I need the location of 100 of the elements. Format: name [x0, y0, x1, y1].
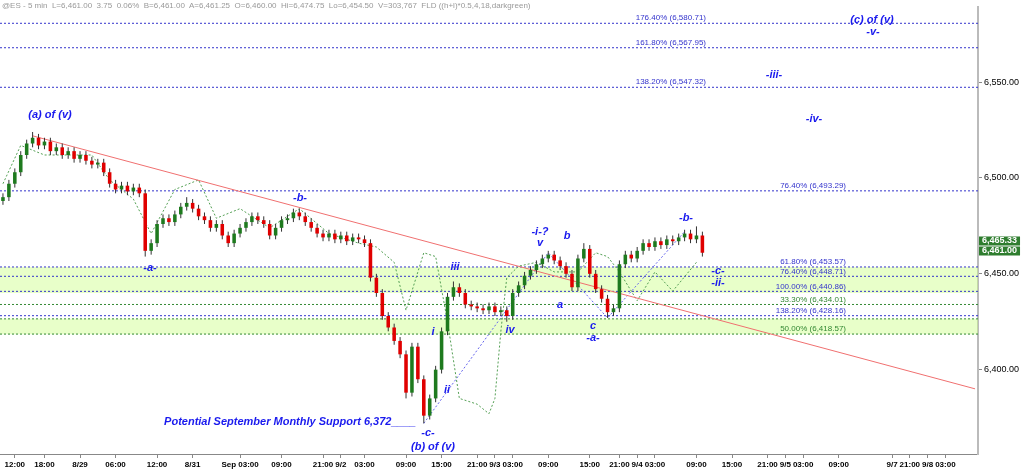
annotation: ii: [443, 383, 451, 396]
annotation: c: [589, 319, 597, 332]
x-tick-label: 09:00: [395, 460, 417, 469]
candlestick: [647, 238, 651, 252]
candlestick: [392, 323, 396, 346]
chart-subtitle: @ES - 5 min L=6,461.00 3.75 0.06% B=6,461.00 A=6,461.25 O=6,460.00 Hi=6,474.75 Lo=6,454.50 V=303,767 FLD ((h+l)*0.5,4,18,darkgreen): [2, 1, 531, 11]
annotation: -i-?: [531, 225, 549, 238]
x-tick-label: 9/8: [922, 460, 934, 469]
x-tick-label: 03:00: [644, 460, 666, 469]
x-tick-label: 03:00: [935, 460, 957, 469]
ref-line-label: 33.30% (6,434.01): [780, 294, 847, 304]
x-tick-label: 9/2: [335, 460, 347, 469]
annotation: -b-: [292, 191, 308, 204]
candlestick: [481, 303, 485, 315]
candlestick: [570, 269, 574, 292]
candlestick: [155, 219, 159, 248]
ref-line-label: 61.80% (6,453.57): [780, 257, 847, 267]
candlestick: [232, 229, 236, 248]
candlestick: [244, 217, 248, 233]
annotation: -b-: [678, 211, 694, 224]
ref-line-label: 76.40% (6,448.71): [780, 266, 847, 276]
x-tick-label: 21:00: [609, 460, 631, 469]
candlestick: [487, 302, 491, 315]
x-tick-label: 18:00: [34, 460, 56, 469]
candlestick: [238, 223, 242, 238]
y-tick-label: 6,550.00: [984, 76, 1020, 87]
annotation: -iv-: [805, 112, 823, 125]
annotation: -iii-: [765, 68, 783, 81]
candlestick: [582, 242, 586, 263]
candlestick: [90, 156, 94, 169]
annotation: b: [563, 229, 571, 242]
x-tick-label: 8/29: [72, 460, 89, 469]
candlestick: [398, 336, 402, 359]
annotation: -a-: [143, 261, 158, 274]
candlestick: [386, 311, 391, 332]
candlestick: [1, 192, 5, 206]
candlestick: [78, 150, 82, 164]
annotation: -c-: [711, 264, 726, 277]
annotation: -a-: [586, 331, 601, 344]
candlestick: [220, 219, 225, 240]
x-tick-label: 03:00: [354, 460, 376, 469]
x-tick-label: 09:00: [686, 460, 708, 469]
candlestick: [475, 302, 479, 313]
x-tick-label: 21:00: [899, 460, 921, 469]
candlestick: [18, 150, 23, 177]
candlestick: [84, 150, 88, 166]
line-series: [2, 144, 697, 415]
candlestick: [493, 302, 497, 317]
annotation: (a) of (v): [28, 108, 73, 121]
ref-line-label: 138.20% (6,428.16): [775, 305, 847, 315]
text: 6,461.00: [982, 245, 1018, 256]
ref-line-label: 138.20% (6,547.32): [635, 77, 707, 87]
annotation: iv: [505, 323, 516, 336]
ref-line-label: 50.00% (6,418.57): [780, 324, 847, 334]
candlestick: [7, 179, 11, 202]
x-tick-label: 21:00: [757, 460, 779, 469]
annotation: -v-: [866, 25, 881, 38]
ref-line-label: 161.80% (6,567.95): [635, 37, 707, 47]
annotation: (b) of (v): [411, 440, 456, 453]
x-tick-label: 15:00: [721, 460, 743, 469]
y-tick-label: 6,500.00: [984, 172, 1020, 183]
text: 6,465.33: [982, 235, 1018, 246]
annotation: a: [556, 298, 564, 311]
candlestick: [427, 394, 432, 420]
candlestick: [149, 238, 153, 256]
candlestick: [499, 305, 503, 317]
x-tick-label: 15:00: [431, 460, 453, 469]
x-tick-label: 9/4: [631, 460, 644, 469]
x-tick-label: 21:00: [312, 460, 334, 469]
x-tick-label: 09:00: [828, 460, 850, 469]
candlestick: [641, 238, 645, 256]
candlestick: [659, 236, 663, 250]
ref-line-label: 100.00% (6,440.86): [775, 281, 847, 291]
x-tick-label: 03:00: [502, 460, 524, 469]
x-tick-label: 09:00: [271, 460, 293, 469]
x-tick-label: 09:00: [538, 460, 560, 469]
x-tick-label: 9/3: [489, 460, 502, 469]
x-tick-label: Sep 03:00: [221, 460, 260, 469]
y-tick-label: 6,450.00: [984, 268, 1020, 279]
annotation: i: [431, 325, 436, 338]
annotation: (c) of (v): [850, 13, 895, 26]
candlestick: [250, 211, 254, 227]
annotation: v: [536, 236, 544, 249]
x-tick-label: 8/31: [184, 460, 201, 469]
ref-line-label: 76.40% (6,493.29): [780, 181, 847, 191]
candlestick: [173, 210, 177, 227]
candlestick: [315, 223, 319, 238]
annotation: Potential September Monthly Support 6,372____: [164, 415, 416, 428]
y-tick-label: 6,400.00: [984, 364, 1020, 375]
ref-line-label: 176.40% (6,580.71): [635, 13, 707, 23]
candlestick: [161, 213, 165, 229]
annotation: iii: [450, 260, 461, 273]
x-tick-label: 9/7: [886, 460, 899, 469]
x-tick-label: 03:00: [792, 460, 814, 469]
x-tick-label: 15:00: [579, 460, 601, 469]
candlestick: [167, 213, 171, 227]
x-tick-label: 12:00: [146, 460, 168, 469]
candlestick: [13, 167, 17, 189]
annotation: -c-: [421, 426, 436, 439]
candlestick: [653, 236, 657, 252]
